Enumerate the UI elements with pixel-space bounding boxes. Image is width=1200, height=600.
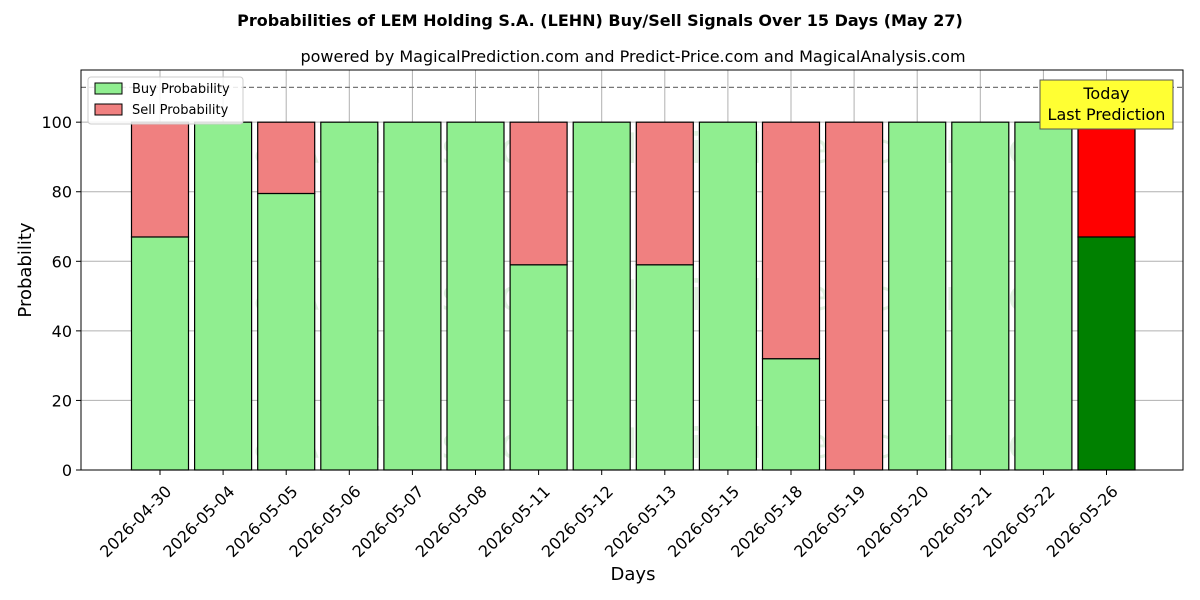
- legend-swatch: [94, 82, 123, 95]
- sell-bar: [130, 121, 190, 238]
- sell-bar: [1077, 121, 1136, 238]
- buy-bar: [194, 121, 253, 471]
- annotation-text: Today: [1082, 84, 1129, 103]
- y-tick-label: 100: [41, 113, 72, 132]
- legend-label: Buy Probability: [132, 82, 230, 97]
- buy-bar: [761, 358, 821, 471]
- buy-bar: [383, 121, 442, 471]
- sell-bar: [761, 121, 821, 360]
- chart-title: Probabilities of LEM Holding S.A. (LEHN)…: [237, 11, 963, 30]
- buy-bar: [130, 236, 190, 471]
- legend-swatch: [94, 103, 123, 116]
- buy-bar: [1014, 121, 1073, 471]
- y-tick-label: 60: [52, 252, 72, 271]
- sell-bar: [257, 121, 316, 195]
- chart-subtitle: powered by MagicalPrediction.com and Pre…: [300, 47, 965, 66]
- buy-bar: [509, 264, 568, 471]
- buy-bar: [888, 121, 947, 471]
- buy-bar: [698, 121, 758, 471]
- buy-bar: [635, 264, 694, 471]
- buy-bar: [572, 121, 631, 471]
- sell-bar: [509, 121, 568, 266]
- legend: Buy Probability Sell Probability: [87, 76, 244, 125]
- annotation-box: [1039, 79, 1174, 130]
- y-tick-label: 20: [52, 391, 72, 410]
- y-axis-ticks: 0 20 40 60 80 100: [41, 113, 81, 480]
- plot-frame: [80, 69, 1184, 471]
- y-tick-label: 0: [62, 461, 72, 480]
- x-axis-label: Days: [611, 564, 656, 585]
- legend-label: Sell Probability: [132, 103, 229, 118]
- buy-bar: [257, 192, 316, 471]
- sell-bar: [635, 121, 694, 266]
- bars: [130, 121, 1136, 471]
- today-annotation: Today Last Prediction: [1039, 79, 1174, 130]
- buy-bar: [320, 121, 379, 471]
- buy-bar: [1077, 236, 1136, 471]
- sell-bar: [824, 121, 884, 471]
- buy-bar: [446, 121, 505, 471]
- y-tick-label: 80: [52, 183, 72, 202]
- buy-bar: [951, 121, 1010, 471]
- annotation-text: Last Prediction: [1048, 105, 1166, 124]
- y-axis-label: Probability: [15, 222, 36, 317]
- x-axis-ticks: 2026-04-302026-05-042026-05-052026-05-06…: [96, 470, 1122, 561]
- y-tick-label: 40: [52, 322, 72, 341]
- legend-box: [87, 76, 244, 125]
